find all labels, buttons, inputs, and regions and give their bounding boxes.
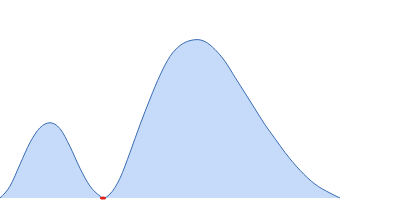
- area-fill: [0, 40, 340, 198]
- point: [100, 197, 106, 200]
- plot-area: [0, 40, 340, 200]
- area-line: [0, 40, 340, 198]
- chart: [0, 0, 400, 200]
